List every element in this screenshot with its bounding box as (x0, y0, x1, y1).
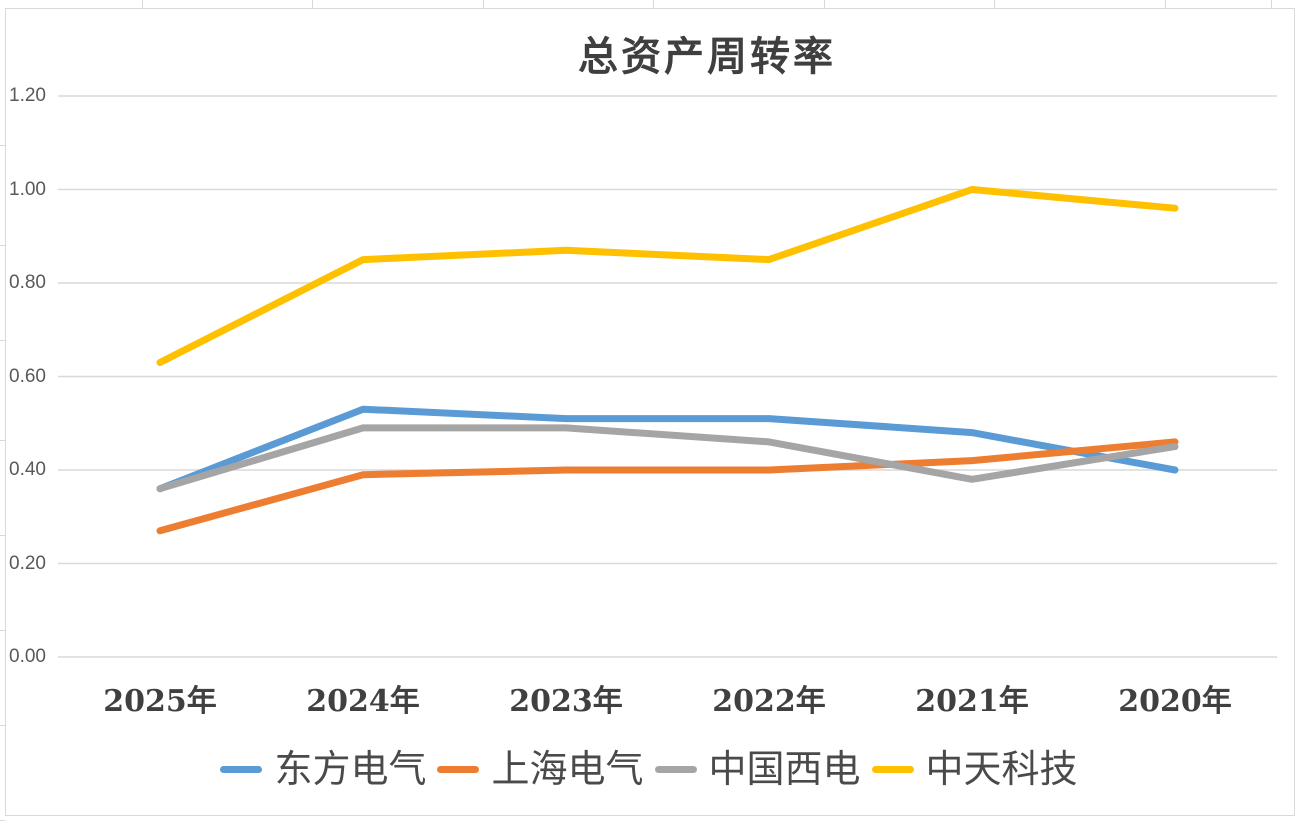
chart-legend: 东方电气 上海电气 中国西电 中天科技 (0, 747, 1298, 792)
legend-item-东方电气[interactable]: 东方电气 (220, 747, 427, 792)
sheet-column-gridline (1165, 0, 1166, 8)
sheet-row-gridline (0, 145, 5, 146)
sheet-column-gridline (653, 0, 654, 8)
x-category-label: 2021年 (915, 684, 1029, 719)
legend-item-上海电气[interactable]: 上海电气 (437, 747, 644, 792)
y-tick-label: 1.20 (9, 85, 46, 106)
legend-marker-icon (437, 766, 480, 774)
series-line-中天科技[interactable] (156, 186, 1179, 366)
legend-label: 中天科技 (925, 747, 1078, 791)
legend-label: 中国西电 (708, 747, 861, 791)
legend-marker-icon (871, 766, 914, 774)
y-tick-label: 0.60 (9, 365, 46, 387)
legend-marker-icon (220, 766, 263, 774)
y-tick-label: 0.40 (9, 459, 46, 480)
sheet-row-gridline (0, 440, 5, 441)
sheet-row-gridline (0, 725, 5, 726)
y-tick-label: 0.00 (9, 646, 46, 667)
sheet-column-gridline (312, 0, 313, 8)
chart-area[interactable] (5, 8, 1295, 816)
sheet-row-gridline (0, 340, 5, 341)
y-tick-label: 0.80 (9, 272, 46, 293)
sheet-column-gridline (994, 0, 995, 8)
x-category-label: 2022年 (712, 684, 826, 719)
legend-item-中天科技[interactable]: 中天科技 (871, 747, 1078, 792)
x-category-label: 2025年 (103, 684, 217, 719)
series-line-上海电气[interactable] (156, 438, 1179, 535)
sheet-row-gridline (0, 820, 5, 821)
legend-marker-icon (654, 766, 697, 774)
sheet-column-gridline (142, 0, 143, 8)
sheet-row-gridline (0, 630, 5, 631)
sheet-column-gridline (824, 0, 825, 8)
x-category-label: 2020年 (1118, 684, 1232, 719)
x-category-label: 2023年 (509, 684, 623, 719)
legend-item-中国西电[interactable]: 中国西电 (654, 747, 861, 792)
sheet-column-gridline (483, 0, 484, 8)
legend-label: 上海电气 (491, 747, 644, 791)
sheet-row-gridline (0, 535, 5, 536)
legend-label: 东方电气 (274, 747, 427, 791)
y-tick-label: 0.20 (9, 552, 46, 574)
sheet-row-gridline (0, 245, 5, 246)
chart-title: 总资产周转率 (578, 33, 836, 80)
series-line-中国西电[interactable] (156, 424, 1179, 493)
x-category-label: 2024年 (306, 684, 420, 719)
y-tick-label: 1.00 (9, 178, 46, 200)
sheet-column-gridline (1271, 0, 1272, 8)
series-line-东方电气[interactable] (156, 405, 1179, 493)
